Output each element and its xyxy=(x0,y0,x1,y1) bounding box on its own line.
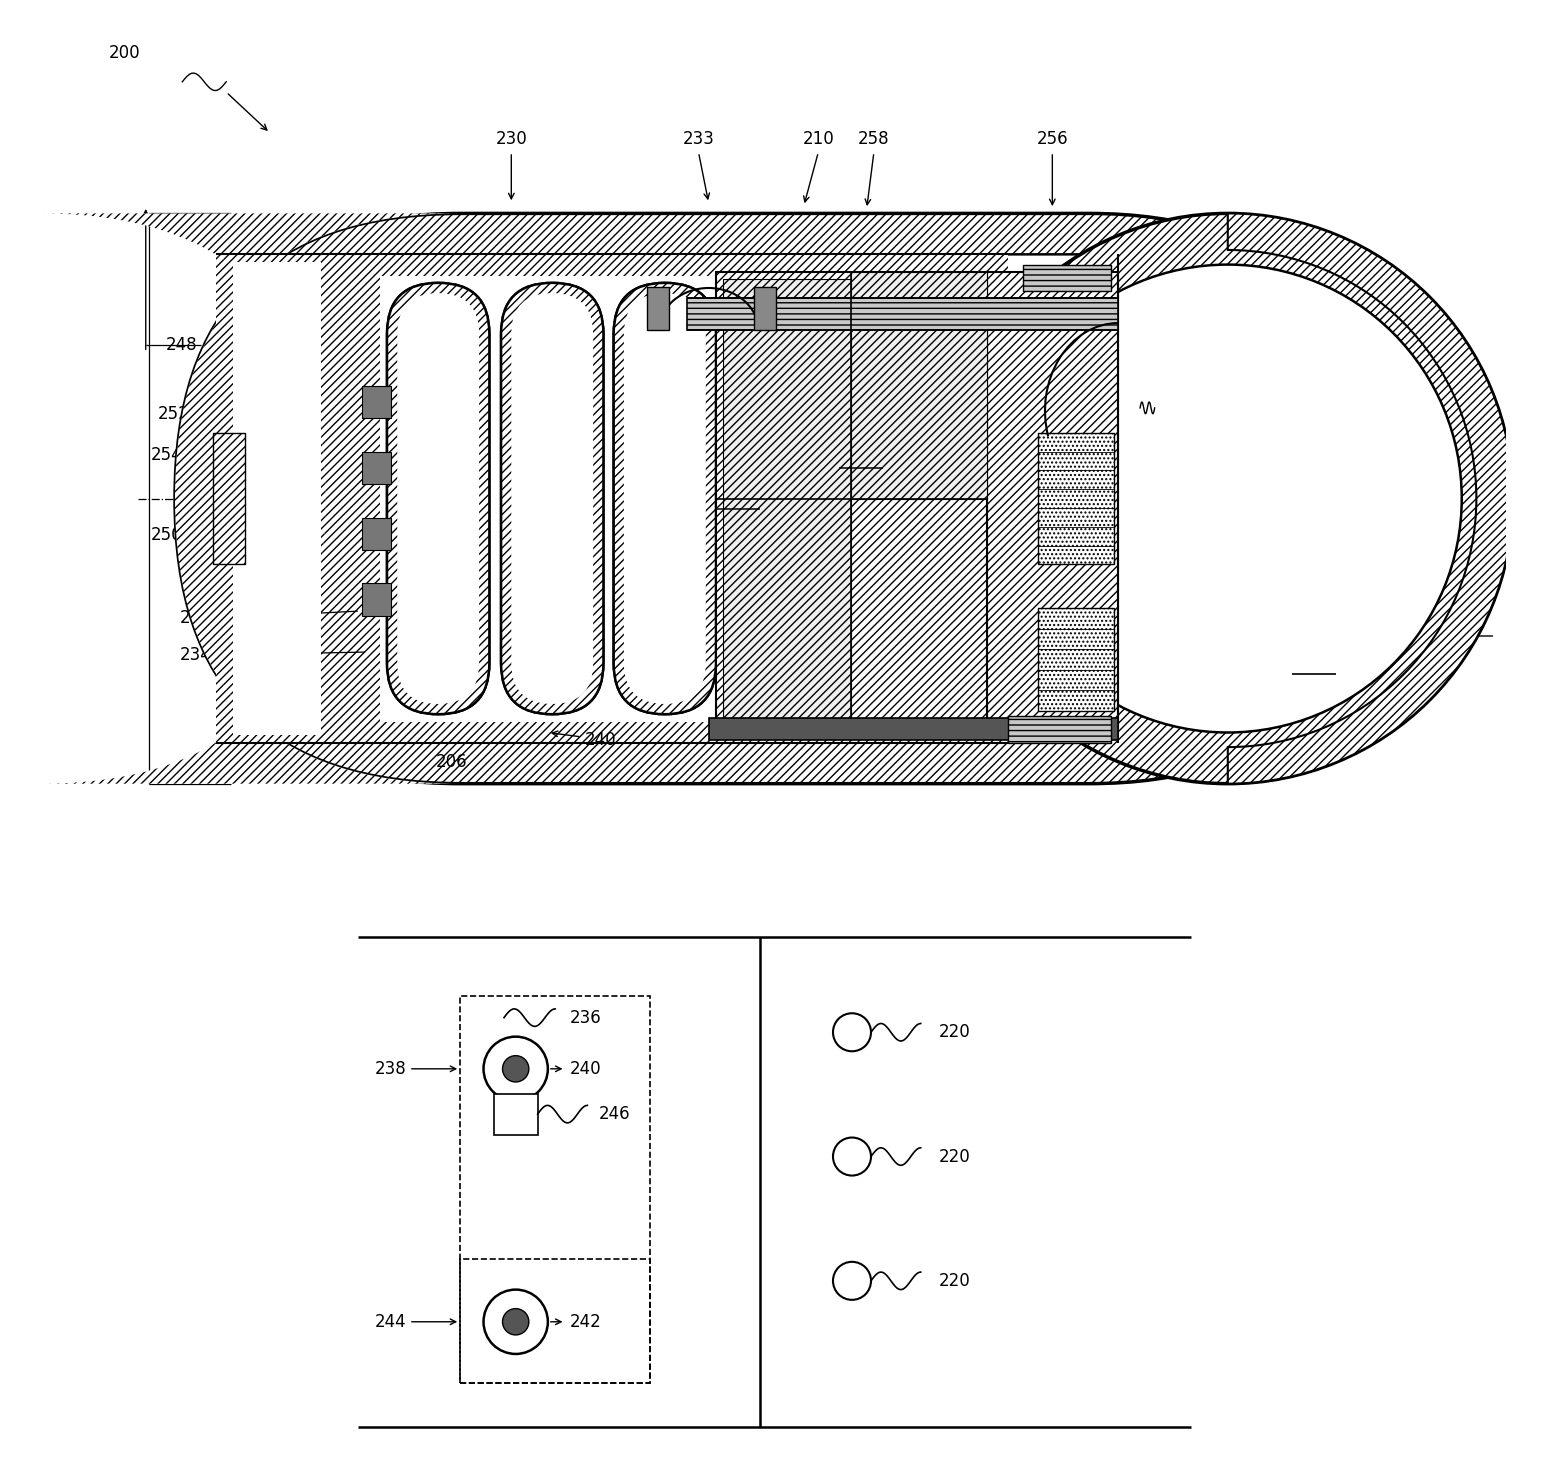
Circle shape xyxy=(483,1037,548,1102)
Text: 224: 224 xyxy=(1154,526,1187,544)
Text: 240: 240 xyxy=(570,1059,601,1078)
Text: 238: 238 xyxy=(375,1059,406,1078)
FancyBboxPatch shape xyxy=(387,283,489,715)
Text: 244: 244 xyxy=(375,1313,406,1330)
Text: 220: 220 xyxy=(939,1272,970,1289)
Text: 235: 235 xyxy=(720,489,753,507)
Wedge shape xyxy=(1228,214,1513,784)
Text: 242: 242 xyxy=(570,1313,601,1330)
Bar xyxy=(214,432,245,564)
Text: 218: 218 xyxy=(844,448,875,466)
Bar xyxy=(460,996,651,1383)
FancyBboxPatch shape xyxy=(613,283,716,715)
Text: 226: 226 xyxy=(965,607,996,624)
FancyBboxPatch shape xyxy=(511,293,593,705)
Bar xyxy=(234,262,321,735)
Text: 222: 222 xyxy=(968,702,999,719)
Bar xyxy=(1038,608,1114,711)
Bar xyxy=(362,517,392,549)
Circle shape xyxy=(833,1014,871,1052)
Bar xyxy=(686,299,1118,331)
Circle shape xyxy=(994,265,1462,732)
FancyBboxPatch shape xyxy=(624,293,706,705)
Bar xyxy=(754,287,776,331)
Bar xyxy=(709,718,1118,740)
Text: 212: 212 xyxy=(1154,398,1187,418)
Circle shape xyxy=(502,1308,528,1335)
FancyBboxPatch shape xyxy=(215,255,1334,743)
Text: 234: 234 xyxy=(180,646,212,664)
Bar xyxy=(380,275,723,722)
Text: 240: 240 xyxy=(584,731,617,749)
FancyBboxPatch shape xyxy=(624,293,706,705)
Bar xyxy=(647,287,669,331)
Text: 236: 236 xyxy=(584,699,617,716)
Circle shape xyxy=(833,1137,871,1175)
Text: 256: 256 xyxy=(1036,129,1069,148)
FancyBboxPatch shape xyxy=(397,293,479,705)
Bar xyxy=(987,272,1118,725)
Text: 220: 220 xyxy=(830,702,861,719)
Text: 248: 248 xyxy=(166,335,197,355)
Text: 202: 202 xyxy=(909,702,940,719)
Text: 204: 204 xyxy=(1293,653,1326,671)
Bar xyxy=(215,255,1008,743)
FancyBboxPatch shape xyxy=(500,283,604,715)
Bar xyxy=(362,451,392,483)
FancyBboxPatch shape xyxy=(397,293,479,705)
Bar xyxy=(1022,265,1111,292)
Bar xyxy=(362,583,392,615)
Bar xyxy=(1038,432,1114,564)
Text: 210: 210 xyxy=(802,129,835,148)
Text: 206: 206 xyxy=(435,753,468,771)
FancyBboxPatch shape xyxy=(175,214,1374,784)
FancyBboxPatch shape xyxy=(613,283,716,715)
FancyBboxPatch shape xyxy=(387,283,489,715)
Text: 220: 220 xyxy=(939,1147,970,1166)
Text: 233: 233 xyxy=(683,129,714,148)
Text: 252: 252 xyxy=(158,404,189,423)
FancyBboxPatch shape xyxy=(511,293,593,705)
Text: 227: 227 xyxy=(1154,438,1187,457)
Text: 200: 200 xyxy=(108,44,141,62)
Bar xyxy=(460,1258,651,1383)
Bar xyxy=(1008,716,1111,743)
Circle shape xyxy=(833,1261,871,1299)
Circle shape xyxy=(502,1056,528,1083)
Text: 246: 246 xyxy=(599,1105,630,1124)
Text: 232: 232 xyxy=(180,609,212,627)
Text: 208: 208 xyxy=(1366,586,1399,604)
Bar xyxy=(362,385,392,418)
Bar xyxy=(494,1094,538,1134)
Text: 254: 254 xyxy=(150,445,183,464)
FancyBboxPatch shape xyxy=(40,214,460,784)
Text: 230: 230 xyxy=(496,129,527,148)
FancyBboxPatch shape xyxy=(500,283,604,715)
Bar xyxy=(852,272,987,498)
Text: 258: 258 xyxy=(858,129,889,148)
Text: 234: 234 xyxy=(782,645,813,662)
Text: 214: 214 xyxy=(1366,627,1399,645)
Text: 228: 228 xyxy=(717,702,748,719)
Text: 250: 250 xyxy=(150,526,183,544)
Text: 220: 220 xyxy=(939,1023,970,1042)
Text: 235: 235 xyxy=(429,699,460,716)
Bar xyxy=(723,280,852,718)
Circle shape xyxy=(483,1289,548,1354)
Bar xyxy=(716,272,987,725)
Circle shape xyxy=(943,214,1513,784)
Text: 236: 236 xyxy=(570,1008,601,1027)
